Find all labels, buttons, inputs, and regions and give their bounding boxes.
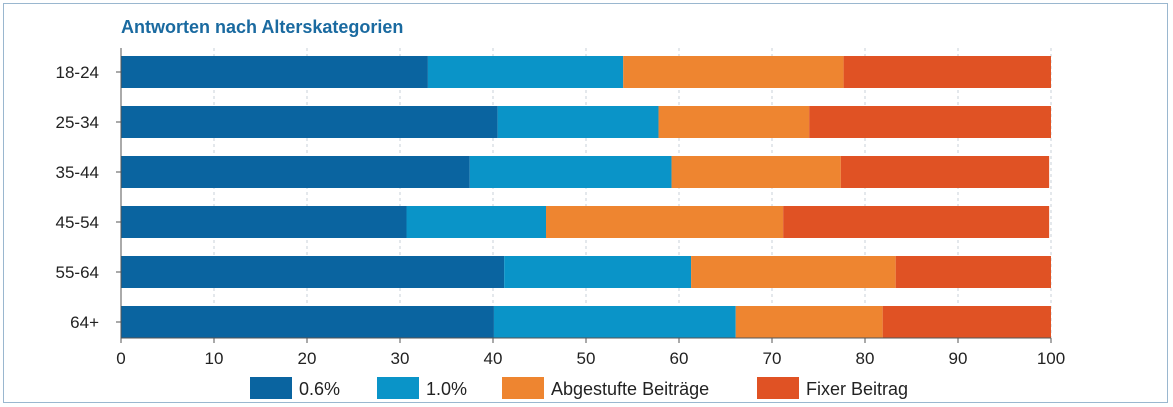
bar-segment: [469, 156, 672, 188]
bar-segment: [809, 106, 1051, 138]
bar-segment: [427, 56, 624, 88]
legend-swatch: [250, 377, 292, 399]
legend-swatch: [377, 377, 419, 399]
category-label: 55-64: [56, 263, 99, 282]
x-tick-label: 10: [205, 349, 224, 368]
bar-segment: [895, 256, 1051, 288]
category-label: 64+: [70, 313, 99, 332]
bar-segment: [121, 156, 470, 188]
bar-segment: [658, 106, 810, 138]
x-tick-label: 20: [298, 349, 317, 368]
bar-segment: [691, 256, 896, 288]
bars: [121, 56, 1051, 338]
legend-label: 0.6%: [299, 379, 340, 399]
bar-segment: [121, 306, 494, 338]
bar-segment: [735, 306, 883, 338]
grid: [213, 48, 1052, 338]
bar-segment: [121, 256, 505, 288]
bar-segment: [497, 106, 659, 138]
legend-label: 1.0%: [426, 379, 467, 399]
x-tick-label: 30: [391, 349, 410, 368]
chart-title: Antworten nach Alterskategorien: [121, 17, 403, 37]
bar-segment: [843, 56, 1051, 88]
x-tick-label: 100: [1037, 349, 1065, 368]
bar-segment: [546, 206, 784, 238]
category-label: 25-34: [56, 113, 99, 132]
legend-swatch: [757, 377, 799, 399]
bar-segment: [121, 106, 498, 138]
bar-segment: [840, 156, 1050, 188]
x-tick-label: 90: [949, 349, 968, 368]
x-tick-label: 50: [577, 349, 596, 368]
bar-segment: [623, 56, 844, 88]
legend-swatch: [502, 377, 544, 399]
x-tick-label: 60: [670, 349, 689, 368]
x-tick-label: 40: [484, 349, 503, 368]
bar-segment: [121, 56, 428, 88]
bar-segment: [504, 256, 692, 288]
legend: 0.6% 1.0% Abgestufte Beiträge Fixer Beitrag: [250, 377, 908, 399]
bar-segment: [671, 156, 841, 188]
bar-segment: [406, 206, 547, 238]
legend-label: Fixer Beitrag: [806, 379, 908, 399]
x-tick-label: 70: [763, 349, 782, 368]
bar-segment: [882, 306, 1051, 338]
category-label: 18-24: [56, 63, 99, 82]
x-tick-label: 0: [116, 349, 125, 368]
category-labels: 18-24 25-34 35-44 45-54 55-64 64+: [56, 63, 121, 332]
bar-segment: [783, 206, 1050, 238]
bar-segment: [121, 206, 407, 238]
x-axis: 0 10 20 30 40 50 60 70 80 90 100: [116, 48, 1065, 368]
x-tick-label: 80: [856, 349, 875, 368]
category-label: 45-54: [56, 213, 99, 232]
legend-label: Abgestufte Beiträge: [551, 379, 709, 399]
bar-segment: [493, 306, 736, 338]
category-label: 35-44: [56, 163, 99, 182]
